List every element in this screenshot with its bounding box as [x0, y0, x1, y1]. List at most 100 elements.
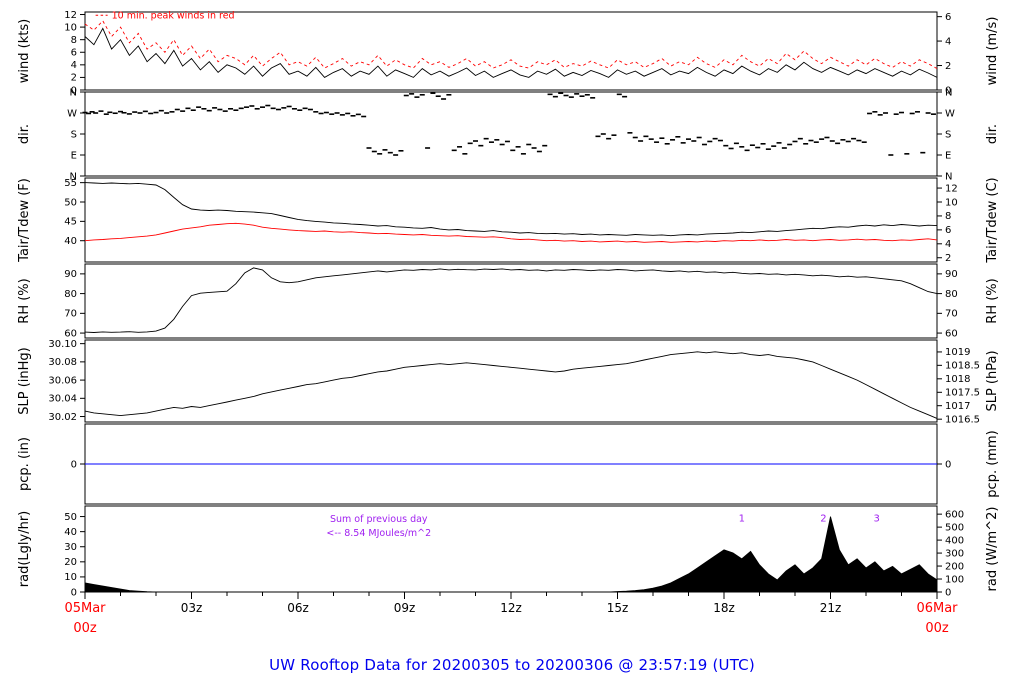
series-wind-speed [84, 27, 938, 78]
ylabel-right-slp: SLP (hPa) [985, 350, 1000, 411]
ytick-right-slp: 1017 [945, 401, 970, 412]
ytick-right-rad: 400 [945, 535, 964, 546]
ylabel-left-tair: Tair/Tdew (F) [17, 178, 32, 263]
xtick-label: 06z [287, 601, 309, 615]
ytick-right-tair: 10 [945, 197, 958, 208]
ytick-right-slp: 1016.5 [945, 414, 980, 425]
ytick-right-rad: 300 [945, 548, 964, 559]
series-wind-direction [82, 92, 936, 156]
ytick-left-rad: 40 [64, 527, 77, 538]
ytick-right-dir: W [945, 108, 955, 119]
series-wind-peak-10min [84, 20, 938, 69]
xtick-label: 18z [713, 601, 735, 615]
ytick-right-dir: N [945, 87, 952, 98]
ytick-right-rad: 0 [945, 587, 951, 598]
xtick-label: 21z [820, 601, 842, 615]
ytick-left-tair: 40 [64, 236, 77, 247]
ylabel-right-dir: dir. [985, 124, 1000, 144]
ytick-right-wind: 0 [945, 85, 951, 96]
ylabel-left-dir: dir. [17, 124, 32, 144]
ytick-left-dir: N [70, 171, 77, 182]
ytick-right-rh: 80 [945, 289, 958, 300]
ylabel-left-slp: SLP (inHg) [17, 347, 32, 415]
annotation: 10 min. peak winds in red [112, 10, 235, 21]
ytick-right-slp: 1018 [945, 374, 970, 385]
ytick-right-rad: 600 [945, 509, 964, 520]
ytick-right-wind: 6 [945, 12, 951, 23]
xtick-label: 03z [181, 601, 203, 615]
annotation: 2 [820, 513, 826, 524]
series-dew-point [84, 222, 938, 243]
ytick-left-rh: 60 [64, 328, 77, 339]
ytick-left-wind: 8 [71, 35, 77, 46]
ytick-right-dir: E [945, 150, 951, 161]
ytick-right-rad: 200 [945, 561, 964, 572]
ytick-left-slp: 30.04 [48, 394, 77, 405]
ytick-left-tair: 50 [64, 197, 77, 208]
ytick-left-rad: 20 [64, 557, 77, 568]
ytick-left-rad: 30 [64, 542, 77, 553]
ytick-right-tair: 2 [945, 253, 951, 264]
ytick-left-rad: 0 [71, 587, 77, 598]
xtick-label: 09z [394, 601, 416, 615]
panel-rad: 010203040500100200300400500600rad(Lgly/h… [17, 505, 1000, 598]
ytick-left-dir: E [71, 150, 77, 161]
ytick-left-rad: 10 [64, 572, 77, 583]
start-date-hour-label: 00z [73, 621, 97, 636]
ytick-right-rad: 100 [945, 574, 964, 585]
ytick-right-dir: N [945, 171, 952, 182]
panel-tair: 40 45 50 55 2 4 6 8 10 12 Tair/Tdew (F) Tair/Tdew (… [17, 177, 1000, 264]
x-axis: 03z 06z 09z 12z 15z 18z 21z 05Mar 00z 06Mar 00z [64, 592, 958, 636]
ytick-right-tair: 4 [945, 239, 951, 250]
ylabel-left-wind: wind (kts) [17, 19, 32, 83]
ylabel-right-rh: RH (%) [985, 278, 1000, 323]
ytick-left-tair: 55 [64, 178, 77, 189]
end-date-label: 06Mar [916, 601, 958, 616]
xtick-label: 15z [607, 601, 629, 615]
ytick-left-wind: 10 [64, 22, 77, 33]
ylabel-left-rh: RH (%) [17, 278, 32, 323]
ytick-right-slp: 1019 [945, 347, 970, 358]
ytick-right-pcp: 0 [945, 459, 951, 470]
panel-pcp: 0 0 pcp. (in) pcp. (mm) [17, 423, 1000, 505]
ytick-left-dir: N [70, 87, 77, 98]
start-date-label: 05Mar [64, 601, 106, 616]
ylabel-right-wind: wind (m/s) [985, 17, 1000, 86]
ytick-left-slp: 30.02 [48, 412, 77, 423]
ytick-left-rad: 50 [64, 512, 77, 523]
ytick-right-tair: 12 [945, 183, 958, 194]
ytick-left-wind: 6 [71, 48, 77, 59]
ytick-right-rad: 500 [945, 522, 964, 533]
ytick-left-wind: 4 [71, 60, 77, 71]
ylabel-left-pcp: pcp. (in) [17, 437, 32, 491]
panel-rh: 60 70 80 90 60 70 80 90 RH (%) RH (%) [17, 263, 1000, 339]
annotation: 3 [873, 513, 879, 524]
ylabel-left-rad: rad(Lgly/hr) [17, 511, 32, 587]
ytick-left-slp: 30.08 [48, 357, 77, 368]
ytick-left-dir: W [67, 108, 77, 119]
annotation: Sum of previous day [330, 514, 428, 525]
series-sea-level-pressure [84, 351, 938, 419]
ytick-left-wind: 2 [71, 73, 77, 84]
end-date-hour-label: 00z [925, 621, 949, 636]
ytick-left-slp: 30.10 [48, 339, 77, 350]
ytick-left-tair: 45 [64, 217, 77, 228]
ylabel-right-tair: Tair/Tdew (C) [985, 177, 1000, 263]
ytick-left-wind: 12 [64, 10, 77, 21]
ylabel-right-pcp: pcp. (mm) [985, 430, 1000, 497]
ytick-right-slp: 1018.5 [945, 361, 980, 372]
series-air-temperature [84, 182, 938, 237]
ytick-right-wind: 4 [945, 36, 951, 47]
ytick-right-tair: 6 [945, 225, 951, 236]
ytick-right-slp: 1017.5 [945, 388, 980, 399]
figure-title: UW Rooftop Data for 20200305 to 20200306… [269, 656, 755, 674]
ytick-left-rh: 90 [64, 269, 77, 280]
ytick-right-rh: 90 [945, 269, 958, 280]
series-relative-humidity [84, 267, 938, 333]
ytick-left-rh: 80 [64, 289, 77, 300]
xtick-label: 12z [500, 601, 522, 615]
